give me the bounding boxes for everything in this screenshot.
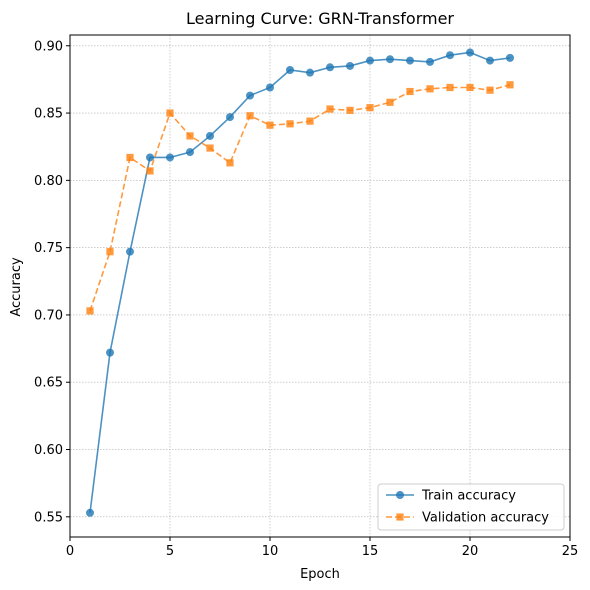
y-tick-label: 0.90 xyxy=(34,39,63,54)
x-tick-label: 15 xyxy=(362,544,379,559)
series xyxy=(86,48,514,517)
legend-label-validation: Validation accuracy xyxy=(422,511,549,526)
data-point-train xyxy=(466,48,474,57)
legend-box xyxy=(377,483,565,531)
data-point-train xyxy=(126,247,134,256)
data-point-train xyxy=(106,348,114,357)
data-point-train xyxy=(446,51,454,60)
data-point-train xyxy=(326,63,334,72)
data-point-validation xyxy=(106,248,114,256)
data-point-validation xyxy=(326,105,334,113)
data-point-train xyxy=(306,68,314,77)
x-tick-label: 20 xyxy=(462,544,479,559)
data-point-validation xyxy=(246,112,254,120)
data-point-validation xyxy=(266,121,274,129)
data-point-train xyxy=(246,91,254,100)
data-point-validation xyxy=(286,120,294,128)
x-axis-label: Epoch xyxy=(300,567,340,582)
data-point-train xyxy=(226,113,234,122)
legend: Train accuracy Validation accuracy xyxy=(377,483,565,531)
data-point-validation xyxy=(226,159,234,167)
data-point-validation xyxy=(386,98,394,106)
data-point-train xyxy=(266,83,274,92)
axes: 0 5 10 15 20 25 0.55 0.60 0.65 0.70 0.75 0.80 0.85 0.… xyxy=(34,34,579,559)
data-point-train xyxy=(286,65,294,74)
data-point-train xyxy=(186,148,194,157)
data-point-validation xyxy=(406,87,414,96)
legend-marker-validation xyxy=(396,513,404,521)
y-tick-label: 0.75 xyxy=(34,241,63,256)
y-tick-label: 0.65 xyxy=(34,376,63,391)
data-point-train xyxy=(166,153,174,162)
legend-label-train: Train accuracy xyxy=(421,489,516,504)
data-point-train xyxy=(486,56,494,65)
data-point-validation xyxy=(146,167,154,175)
x-tick-label: 25 xyxy=(562,544,579,559)
x-tick-label: 0 xyxy=(66,544,74,559)
series-line-validation xyxy=(89,84,511,312)
chart-title: Learning Curve: GRN-Transformer xyxy=(186,9,454,28)
y-tick-label: 0.55 xyxy=(34,510,63,525)
y-tick-label: 0.60 xyxy=(34,443,63,458)
data-point-validation xyxy=(306,117,314,125)
data-point-train xyxy=(146,153,154,162)
y-tick-label: 0.80 xyxy=(34,174,63,189)
data-point-validation xyxy=(426,85,434,93)
data-point-train xyxy=(406,56,414,65)
data-point-validation xyxy=(166,109,174,117)
data-point-train xyxy=(506,53,514,62)
data-point-train xyxy=(206,131,214,140)
data-point-train xyxy=(346,61,354,70)
data-point-validation xyxy=(506,81,514,89)
data-point-validation xyxy=(366,104,374,112)
data-point-validation xyxy=(86,307,94,315)
y-tick-label: 0.70 xyxy=(34,308,63,323)
data-point-train xyxy=(86,508,94,517)
data-point-train xyxy=(426,57,434,66)
data-point-validation xyxy=(486,86,494,94)
legend-marker-train xyxy=(396,491,404,499)
data-point-train xyxy=(386,55,394,64)
data-point-validation xyxy=(206,144,214,152)
y-tick-label: 0.85 xyxy=(34,107,63,122)
data-point-train xyxy=(366,56,374,65)
data-point-validation xyxy=(126,153,134,162)
data-point-validation xyxy=(346,106,354,114)
data-point-validation xyxy=(446,83,454,92)
data-point-validation xyxy=(186,132,194,140)
y-axis-label: Accuracy xyxy=(9,257,24,317)
plot-frame xyxy=(69,34,571,538)
x-tick-label: 5 xyxy=(166,544,174,559)
data-point-validation xyxy=(466,83,474,92)
x-tick-label: 10 xyxy=(262,544,279,559)
series-line-train xyxy=(89,51,511,513)
